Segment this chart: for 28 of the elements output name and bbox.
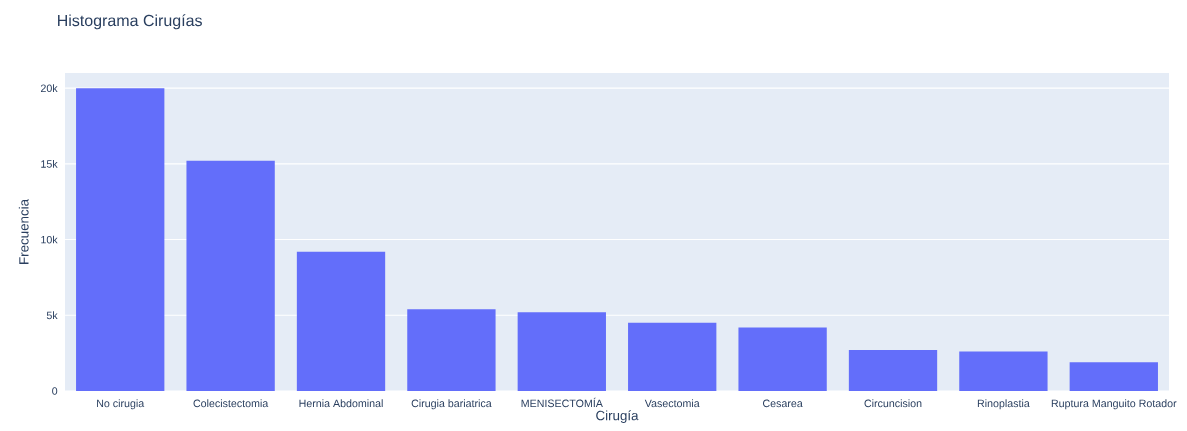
bar [76, 88, 165, 391]
x-tick-label: Rinoplastia [977, 399, 1030, 410]
x-tick-label: No cirugia [97, 399, 145, 410]
bar [407, 309, 496, 391]
bar [959, 351, 1048, 391]
bar [186, 160, 275, 391]
bar [738, 327, 827, 391]
y-tick-label: 5k [46, 311, 58, 320]
bar [1069, 362, 1158, 391]
y-tick-label: 15k [41, 159, 58, 168]
y-axis-title: Frecuencia [18, 199, 29, 264]
bar [628, 322, 717, 391]
x-tick-label: Cesarea [762, 399, 803, 408]
chart-title: Histograma Cirugías [58, 14, 202, 30]
x-tick-label: Cirugia bariatrica [411, 399, 492, 410]
x-axis-title: Cirugía [596, 410, 639, 423]
bar [296, 251, 386, 391]
bar [848, 350, 938, 391]
y-tick-label: 10k [41, 235, 58, 244]
y-tick-label: 0 [52, 387, 58, 395]
x-tick-label: MENISECTOMÍA [521, 397, 603, 408]
x-tick-label: Colecistectomia [193, 399, 269, 408]
x-tick-label: Circuncision [864, 399, 922, 408]
x-tick-label: Ruptura Manguito Rotador [1051, 399, 1177, 410]
x-tick-label: Vasectomia [644, 399, 700, 408]
y-tick-label: 20k [40, 84, 58, 93]
x-tick-label: Hernia Abdominal [299, 399, 383, 408]
bar [517, 312, 606, 391]
